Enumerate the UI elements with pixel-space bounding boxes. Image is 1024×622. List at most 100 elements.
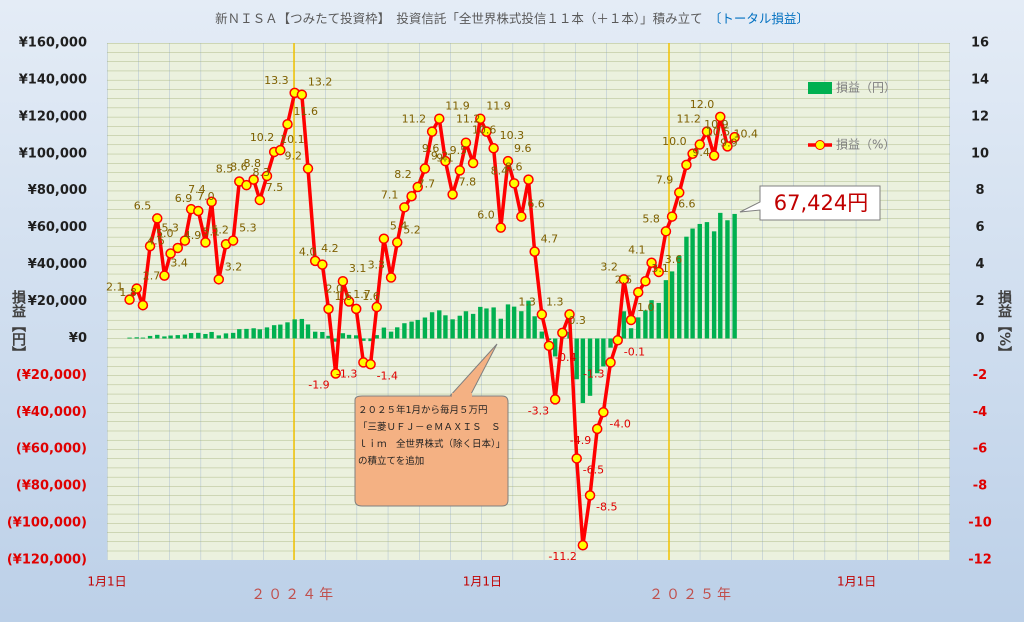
y2-tick-label: -6 bbox=[973, 442, 987, 457]
data-label: 5.2 bbox=[211, 223, 229, 236]
bar bbox=[196, 332, 201, 339]
bar bbox=[409, 321, 414, 339]
x-tick-label: 1月1日 bbox=[87, 575, 126, 589]
note-callout bbox=[354, 343, 509, 507]
y-tick-label: (¥60,000) bbox=[16, 442, 87, 457]
bar bbox=[443, 315, 448, 339]
data-label: -1.3 bbox=[336, 367, 357, 380]
bar bbox=[704, 222, 710, 339]
bar bbox=[230, 332, 236, 339]
data-label: 8.4 bbox=[491, 164, 509, 177]
marker bbox=[213, 274, 225, 285]
year-label: ２０２５年 bbox=[649, 587, 734, 603]
bar bbox=[429, 312, 435, 339]
data-label: 7.5 bbox=[266, 181, 284, 194]
bar bbox=[381, 327, 387, 339]
y-tick-label: ¥40,000 bbox=[28, 257, 87, 272]
data-label: -8.5 bbox=[596, 500, 617, 513]
data-label: 3.2 bbox=[225, 260, 243, 273]
value-callout bbox=[739, 185, 881, 221]
marker bbox=[577, 539, 589, 551]
marker bbox=[434, 113, 445, 124]
marker bbox=[557, 327, 568, 339]
bar bbox=[188, 333, 194, 339]
data-label: 6.5 bbox=[134, 199, 152, 212]
data-label: 7.1 bbox=[381, 188, 399, 201]
bar bbox=[374, 335, 379, 339]
y2-tick-label: -12 bbox=[968, 553, 992, 568]
bar bbox=[649, 300, 654, 339]
callout-join bbox=[452, 393, 472, 399]
marker bbox=[323, 303, 334, 315]
bar bbox=[552, 338, 558, 357]
data-label: 1.7 bbox=[353, 288, 371, 301]
marker bbox=[302, 163, 314, 174]
legend-swatch bbox=[815, 140, 825, 150]
bar bbox=[162, 336, 167, 339]
data-label: 9.4 bbox=[692, 146, 710, 159]
marker bbox=[275, 144, 286, 156]
bar bbox=[463, 311, 469, 339]
marker bbox=[687, 148, 698, 160]
marker bbox=[282, 118, 293, 130]
y-tick-label: (¥80,000) bbox=[16, 479, 87, 494]
data-label: 11.2 bbox=[676, 113, 701, 126]
marker bbox=[406, 191, 417, 202]
bar bbox=[147, 335, 153, 339]
marker bbox=[729, 131, 740, 143]
data-label: 10.2 bbox=[250, 131, 275, 144]
marker bbox=[591, 423, 603, 435]
bar bbox=[636, 317, 641, 339]
data-label: 10.0 bbox=[662, 135, 687, 148]
bar bbox=[340, 333, 346, 339]
bar bbox=[628, 328, 634, 339]
marker bbox=[227, 235, 239, 246]
marker bbox=[454, 165, 466, 176]
bar bbox=[134, 337, 139, 339]
data-label: 9.6 bbox=[514, 142, 532, 155]
data-label: 7.0 bbox=[197, 190, 215, 203]
data-label: 4.0 bbox=[299, 246, 317, 259]
y-tick-label: (¥120,000) bbox=[7, 553, 87, 568]
marker bbox=[502, 155, 514, 167]
marker bbox=[598, 407, 609, 418]
data-label: 10.9 bbox=[704, 118, 729, 131]
data-label: 8.3 bbox=[252, 166, 270, 179]
data-label: 7.7 bbox=[418, 177, 436, 190]
bar bbox=[601, 338, 606, 367]
marker bbox=[144, 240, 156, 252]
data-label: -4.0 bbox=[609, 417, 630, 430]
y-tick-label: ¥0 bbox=[69, 331, 87, 346]
marker bbox=[241, 179, 252, 191]
data-label: 13.3 bbox=[264, 74, 289, 87]
marker bbox=[571, 453, 582, 464]
bar bbox=[346, 334, 352, 339]
data-label: 2.5 bbox=[615, 273, 633, 286]
marker bbox=[666, 211, 678, 222]
bar bbox=[519, 311, 524, 339]
data-label: -1.3 bbox=[583, 367, 604, 380]
data-label: -0.4 bbox=[555, 351, 576, 364]
data-label: 13.2 bbox=[308, 76, 333, 89]
marker bbox=[584, 490, 596, 501]
data-label: 6.6 bbox=[527, 198, 545, 211]
marker bbox=[137, 299, 149, 311]
year-label: ２０２４年 bbox=[251, 587, 336, 603]
data-label: 5.3 bbox=[161, 222, 179, 235]
marker bbox=[152, 213, 163, 224]
bar bbox=[415, 319, 420, 339]
y2-tick-label: 16 bbox=[971, 36, 989, 51]
data-label: -0.1 bbox=[624, 345, 645, 358]
bar bbox=[175, 335, 180, 339]
bar bbox=[478, 306, 483, 339]
data-label: 1.8 bbox=[119, 286, 137, 299]
bar bbox=[690, 228, 695, 339]
bar bbox=[595, 338, 600, 374]
data-label: 5.4 bbox=[390, 220, 408, 233]
bar bbox=[574, 338, 579, 380]
marker bbox=[200, 237, 211, 248]
data-label: 5.8 bbox=[642, 212, 660, 225]
data-label: 6.0 bbox=[477, 209, 495, 222]
bar bbox=[732, 213, 737, 339]
data-label: 8.6 bbox=[230, 161, 248, 174]
